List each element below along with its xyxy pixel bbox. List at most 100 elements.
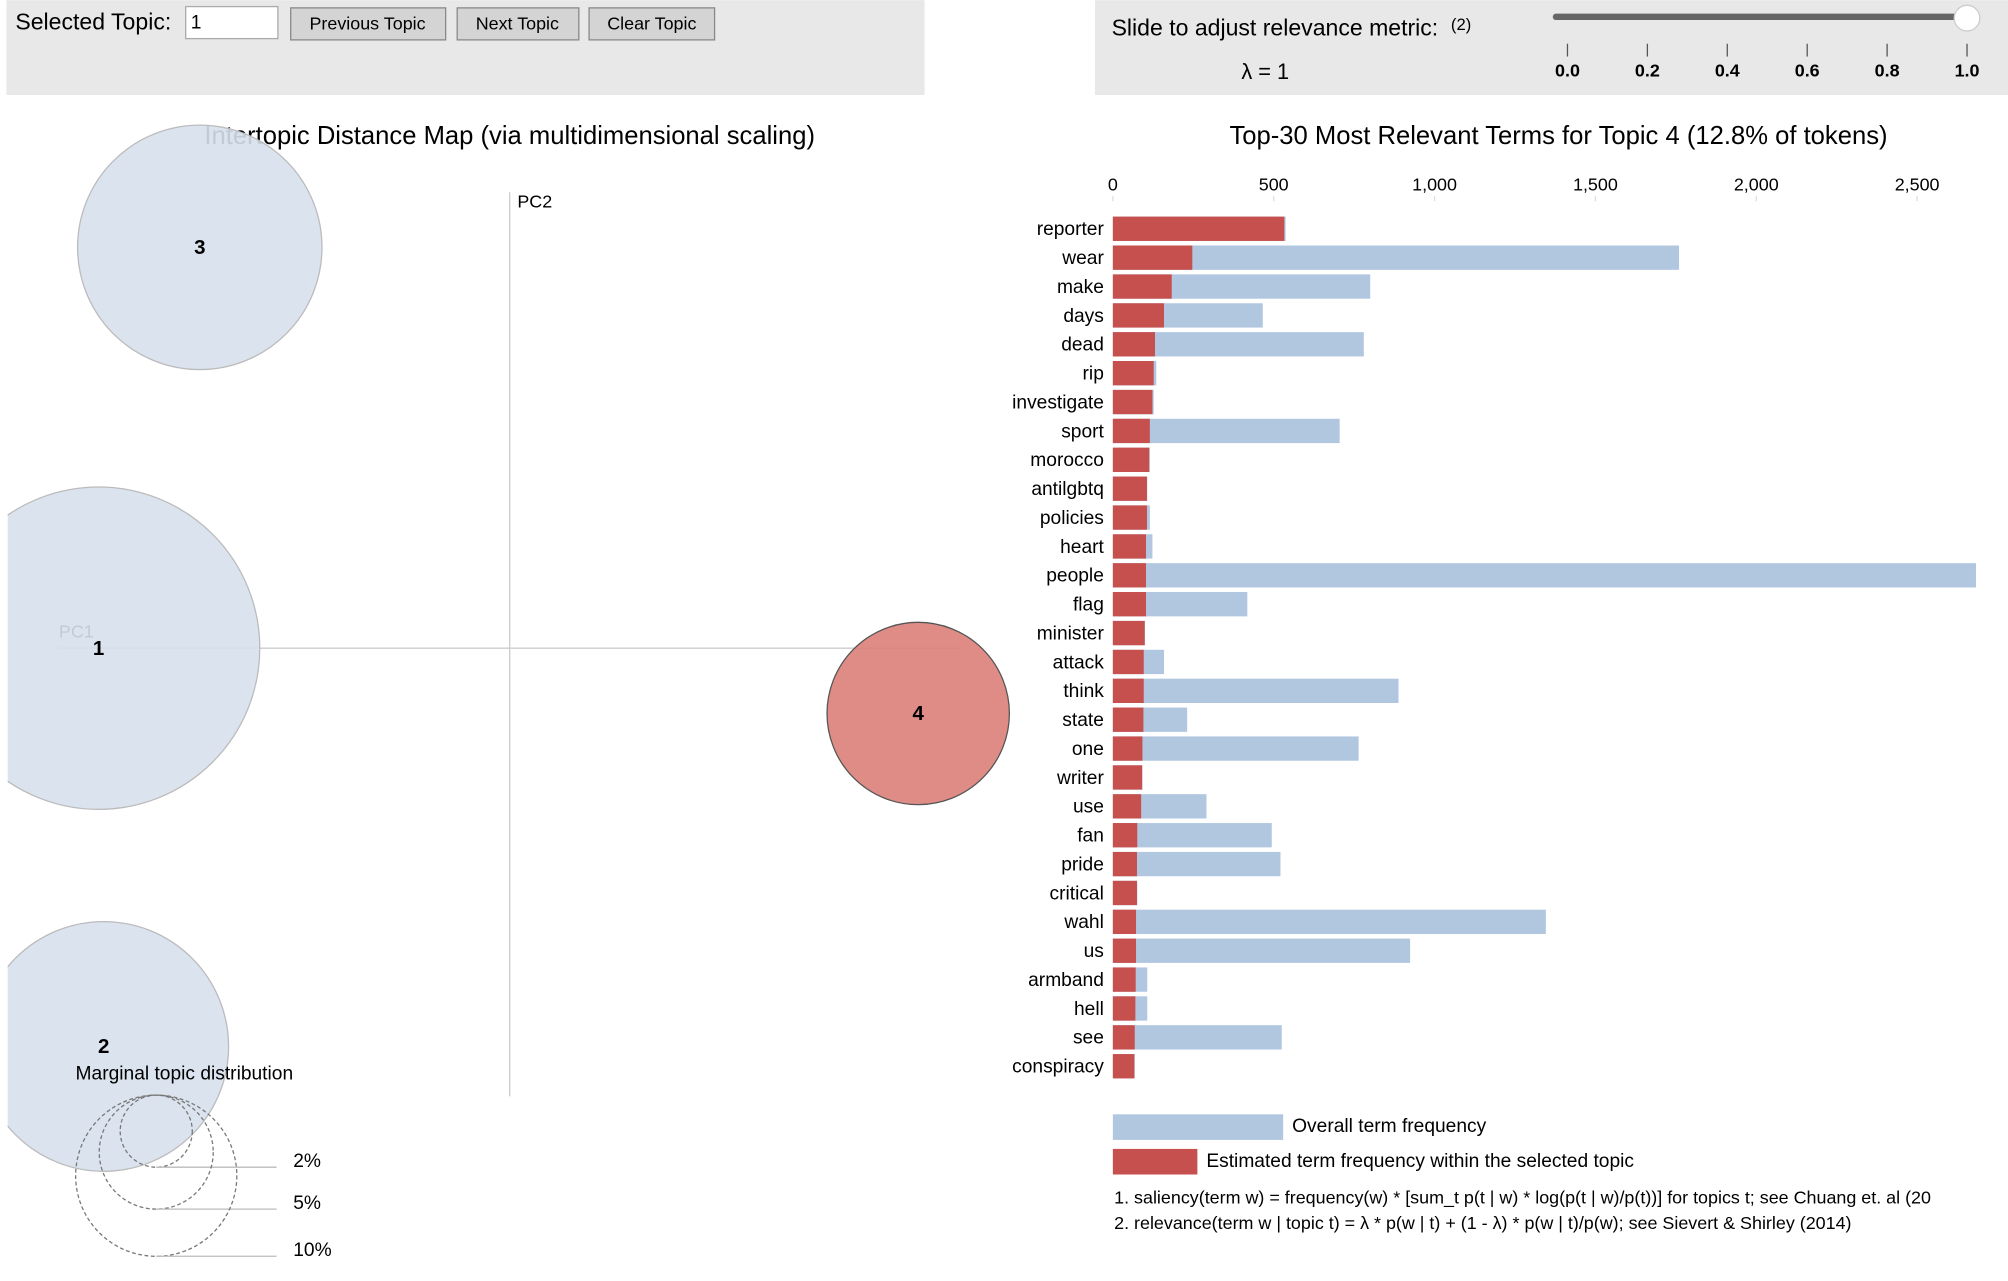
topic-label: 2: [98, 1035, 109, 1058]
term-label: writer: [1056, 768, 1105, 789]
term-label: people: [1046, 566, 1104, 587]
bar[interactable]: [1112, 418, 1340, 444]
topic-label: 3: [194, 236, 205, 259]
term-label: flag: [1073, 595, 1104, 616]
bar[interactable]: [1112, 563, 1976, 588]
bar[interactable]: [1112, 332, 1155, 357]
term-label: state: [1062, 710, 1104, 731]
term-label: morocco: [1030, 450, 1104, 471]
selected-topic-label: Selected Topic:: [15, 8, 171, 34]
slider-knob[interactable]: [1953, 4, 1981, 32]
size-legend-label: 2%: [293, 1151, 321, 1172]
term-label: critical: [1050, 883, 1104, 904]
term-label: armband: [1028, 970, 1104, 991]
topic-bubble[interactable]: [826, 621, 1011, 806]
bar[interactable]: [1112, 967, 1136, 992]
x-tick-label: 500: [1259, 175, 1289, 195]
previous-button[interactable]: [290, 7, 447, 41]
term-label: investigate: [1012, 392, 1104, 413]
bar[interactable]: [1112, 880, 1137, 906]
bar[interactable]: [1112, 938, 1411, 963]
bar[interactable]: [1112, 678, 1144, 703]
clear-button-label[interactable]: Clear Topic: [607, 13, 696, 33]
bar[interactable]: [1112, 794, 1142, 819]
term-label: reporter: [1037, 219, 1105, 240]
bar[interactable]: [1112, 736, 1359, 761]
bar[interactable]: [1112, 823, 1138, 848]
term-label: minister: [1037, 623, 1105, 644]
bar[interactable]: [1112, 707, 1144, 732]
next-button[interactable]: [456, 7, 580, 41]
bar[interactable]: [1112, 245, 1680, 270]
topic-label: 4: [913, 702, 925, 725]
bar[interactable]: [1112, 505, 1147, 530]
bar[interactable]: [1112, 389, 1153, 415]
bar[interactable]: [1112, 245, 1193, 270]
topic-bubble[interactable]: [0, 921, 230, 1172]
bar[interactable]: [1112, 938, 1137, 963]
footnote: 1. saliency(term w) = frequency(w) * [su…: [1114, 1188, 1931, 1209]
legend-label: Overall term frequency: [1292, 1116, 1486, 1137]
bar[interactable]: [1112, 216, 1285, 241]
y-axis-label: PC2: [517, 191, 552, 211]
term-label: antilgbtq: [1031, 479, 1104, 500]
chart-title: Intertopic Distance Map (via multidimens…: [204, 122, 815, 150]
bar[interactable]: [1112, 447, 1150, 472]
bar[interactable]: [1112, 851, 1137, 877]
topic-label: 1: [93, 637, 104, 660]
bar[interactable]: [1112, 678, 1399, 703]
bar[interactable]: [1112, 823, 1272, 848]
bar[interactable]: [1112, 1025, 1135, 1050]
legend-swatch: [1112, 1114, 1284, 1140]
term-label: policies: [1040, 508, 1104, 529]
topic-bubble[interactable]: [0, 486, 261, 810]
bar[interactable]: [1112, 476, 1147, 501]
bar[interactable]: [1112, 736, 1143, 761]
term-label: rip: [1083, 364, 1104, 385]
bar[interactable]: [1112, 592, 1146, 617]
next-button-label[interactable]: Next Topic: [476, 13, 559, 33]
term-label: dead: [1061, 335, 1104, 356]
topic-input[interactable]: [185, 5, 279, 40]
slider-tick-label: 0.0: [1555, 61, 1580, 81]
topic-input-value[interactable]: 1: [191, 12, 202, 33]
slider-note: (2): [1451, 15, 1471, 34]
x-tick-label: 1,000: [1412, 175, 1457, 195]
term-label: us: [1084, 941, 1104, 962]
bar[interactable]: [1112, 996, 1136, 1021]
bar[interactable]: [1112, 563, 1146, 588]
bar[interactable]: [1112, 361, 1154, 386]
slider-tick-label: 0.6: [1795, 61, 1820, 81]
chart-title: Top-30 Most Relevant Terms for Topic 4 (…: [1229, 122, 1887, 150]
x-tick-label: 0: [1108, 175, 1118, 195]
term-label: conspiracy: [1012, 1057, 1104, 1078]
bar[interactable]: [1112, 1025, 1282, 1050]
previous-button-label[interactable]: Previous Topic: [309, 13, 425, 33]
size-legend-label: 5%: [293, 1193, 321, 1214]
slider-label: Slide to adjust relevance metric:: [1112, 15, 1439, 41]
bar[interactable]: [1112, 1054, 1135, 1079]
x-tick-label: 2,500: [1895, 175, 1940, 195]
term-label: make: [1057, 277, 1104, 298]
term-label: see: [1073, 1028, 1104, 1049]
bar[interactable]: [1112, 418, 1150, 444]
term-label: attack: [1053, 652, 1105, 673]
bar[interactable]: [1112, 765, 1143, 790]
bar[interactable]: [1112, 851, 1281, 877]
size-legend-title: Marginal topic distribution: [76, 1064, 294, 1085]
topic-bubble[interactable]: [76, 124, 323, 371]
term-label: hell: [1074, 999, 1104, 1020]
bar[interactable]: [1112, 649, 1144, 675]
bar[interactable]: [1112, 909, 1137, 935]
bar[interactable]: [1112, 274, 1172, 299]
bar[interactable]: [1112, 303, 1165, 328]
bar[interactable]: [1112, 534, 1146, 559]
term-label: days: [1063, 306, 1104, 327]
legend-swatch: [1112, 1148, 1198, 1175]
bar[interactable]: [1112, 620, 1145, 646]
footnote: 2. relevance(term w | topic t) = λ * p(w…: [1114, 1213, 1851, 1233]
bar[interactable]: [1112, 909, 1546, 935]
slider-tick-label: 0.2: [1635, 61, 1660, 81]
size-legend-circle: [75, 1094, 238, 1257]
clear-button[interactable]: [588, 7, 716, 41]
